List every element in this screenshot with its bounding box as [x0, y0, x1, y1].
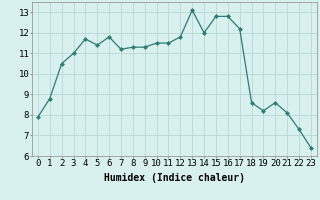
X-axis label: Humidex (Indice chaleur): Humidex (Indice chaleur)	[104, 173, 245, 183]
